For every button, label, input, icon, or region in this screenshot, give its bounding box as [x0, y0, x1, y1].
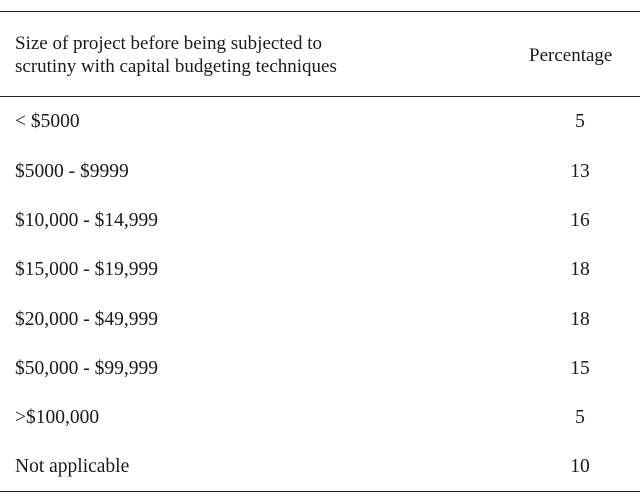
percentage-cell: 5 — [575, 111, 585, 132]
percentage-cell: 18 — [570, 309, 590, 330]
size-cell: >$100,000 — [15, 407, 100, 428]
percentage-cell: 13 — [570, 161, 590, 182]
header-size-of-project: Size of project before being subjected t… — [15, 32, 455, 78]
size-cell: $15,000 - $19,999 — [15, 259, 158, 280]
size-cell: $20,000 - $49,999 — [15, 309, 158, 330]
header-percentage: Percentage — [529, 45, 613, 66]
percentage-cell: 18 — [570, 259, 590, 280]
size-cell: $50,000 - $99,999 — [15, 358, 158, 379]
percentage-cell: 10 — [570, 456, 590, 477]
percentage-cell: 5 — [575, 407, 585, 428]
table-row: $15,000 - $19,999 18 — [0, 255, 640, 285]
header-size-line-2: scrutiny with capital budgeting techniqu… — [15, 56, 337, 77]
table-header: Size of project before being subjected t… — [0, 12, 640, 96]
table-row: Not applicable 10 — [0, 452, 640, 482]
header-rule — [0, 96, 640, 97]
table-row: >$100,000 5 — [0, 403, 640, 433]
data-table: Size of project before being subjected t… — [0, 11, 640, 492]
table-row: < $5000 5 — [0, 107, 640, 137]
size-cell: $5000 - $9999 — [15, 161, 129, 182]
size-cell: < $5000 — [15, 111, 80, 132]
size-cell: Not applicable — [15, 456, 130, 477]
size-cell: $10,000 - $14,999 — [15, 210, 158, 231]
table-row: $5000 - $9999 13 — [0, 157, 640, 187]
table-row: $10,000 - $14,999 16 — [0, 206, 640, 236]
percentage-cell: 15 — [570, 358, 590, 379]
table-row: $20,000 - $49,999 18 — [0, 305, 640, 335]
table-body: < $5000 5 $5000 - $9999 13 $10,000 - $14… — [0, 97, 640, 491]
percentage-cell: 16 — [570, 210, 590, 231]
top-rule — [0, 11, 640, 12]
header-size-line-1: Size of project before being subjected t… — [15, 33, 323, 54]
bottom-rule — [0, 491, 640, 492]
table-row: $50,000 - $99,999 15 — [0, 354, 640, 384]
